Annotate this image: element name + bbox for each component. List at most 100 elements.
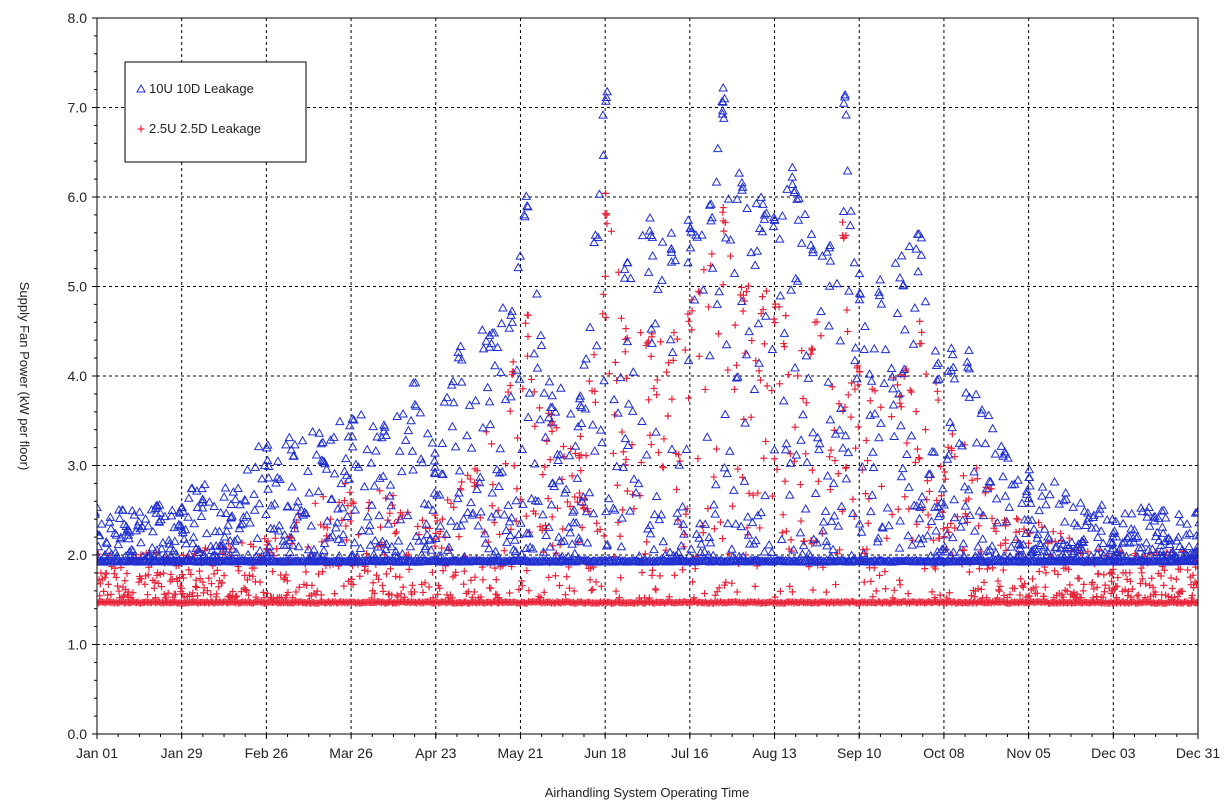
data-point — [261, 509, 271, 519]
data-point — [758, 199, 768, 208]
data-point — [647, 232, 658, 241]
data-point — [658, 536, 669, 546]
data-point — [504, 323, 515, 332]
data-point — [1039, 524, 1050, 533]
data-point — [530, 495, 541, 505]
legend-marker-plus — [137, 125, 145, 133]
data-point — [601, 506, 611, 516]
data-point — [911, 244, 922, 253]
data-point — [937, 544, 947, 553]
data-point — [250, 462, 261, 471]
data-point — [575, 391, 586, 400]
data-point — [923, 477, 931, 485]
data-point — [941, 468, 949, 476]
data-point — [916, 317, 924, 325]
data-point — [487, 584, 495, 592]
data-point — [792, 194, 802, 203]
data-point — [215, 583, 223, 591]
data-point — [533, 496, 544, 505]
data-point — [379, 587, 387, 595]
data-point — [691, 529, 702, 538]
data-point — [102, 538, 112, 547]
data-point — [227, 544, 238, 553]
data-point — [776, 534, 787, 543]
data-point — [943, 450, 954, 459]
data-point — [407, 446, 418, 455]
data-point — [1191, 555, 1198, 565]
data-point — [374, 575, 382, 583]
data-point — [349, 537, 360, 547]
data-point — [924, 511, 932, 519]
data-point — [655, 448, 663, 456]
data-point — [1108, 543, 1118, 553]
data-point — [614, 518, 622, 526]
data-point — [962, 362, 973, 371]
data-point — [491, 564, 499, 572]
x-tick-label: Jan 29 — [161, 745, 203, 761]
data-point — [605, 370, 613, 378]
data-point — [842, 463, 850, 471]
data-point — [1126, 508, 1137, 518]
y-tick-label: 4.0 — [68, 368, 88, 384]
data-point — [582, 452, 590, 460]
data-point — [809, 586, 817, 594]
data-point — [302, 568, 310, 576]
data-point — [516, 518, 526, 527]
data-point — [633, 478, 644, 488]
data-point — [836, 403, 846, 412]
data-point — [1176, 565, 1184, 573]
data-point — [378, 581, 386, 589]
data-point — [836, 501, 847, 511]
data-point — [447, 421, 458, 431]
data-point — [768, 221, 779, 231]
data-point — [602, 189, 610, 197]
axis-ticks: Jan 01 Jan 29 Feb 26 Mar 26 Apr 23 May 21 Jun … — [68, 10, 1221, 761]
data-point — [185, 566, 193, 574]
data-point — [955, 547, 965, 556]
data-point — [959, 472, 967, 480]
data-point — [359, 481, 370, 491]
data-point — [645, 396, 653, 404]
data-point — [319, 545, 329, 555]
data-point — [229, 588, 237, 596]
data-point — [712, 299, 723, 308]
data-point — [715, 330, 723, 338]
y-tick-label: 1.0 — [68, 637, 88, 653]
data-point — [577, 467, 585, 475]
data-point — [786, 285, 796, 294]
data-point — [278, 536, 289, 545]
data-point — [476, 507, 486, 516]
data-point — [926, 516, 937, 526]
x-tick-label: Jun 18 — [584, 745, 626, 761]
data-point — [717, 105, 728, 115]
data-point — [235, 519, 246, 529]
data-point — [1121, 551, 1132, 561]
data-point — [1037, 482, 1048, 491]
data-point — [1144, 521, 1155, 530]
data-point — [999, 566, 1007, 574]
data-point — [547, 390, 558, 400]
data-point — [567, 445, 575, 453]
data-point — [1019, 583, 1027, 591]
data-point — [514, 434, 522, 442]
data-point — [710, 509, 721, 518]
data-point — [925, 487, 933, 495]
data-point — [748, 337, 756, 345]
data-point — [1000, 491, 1011, 500]
data-point — [617, 574, 625, 582]
data-point — [166, 510, 177, 520]
data-point — [473, 467, 481, 475]
data-point — [630, 505, 638, 513]
data-point — [1067, 537, 1077, 546]
data-point — [629, 474, 639, 483]
data-point — [1041, 583, 1049, 591]
x-tick-label: Apr 23 — [415, 745, 456, 761]
data-point — [753, 318, 764, 328]
data-point — [977, 534, 988, 543]
data-point — [566, 502, 574, 510]
data-point — [768, 387, 776, 395]
data-point — [398, 511, 406, 519]
data-point — [249, 505, 260, 514]
data-point — [737, 182, 748, 191]
data-point — [713, 588, 721, 596]
